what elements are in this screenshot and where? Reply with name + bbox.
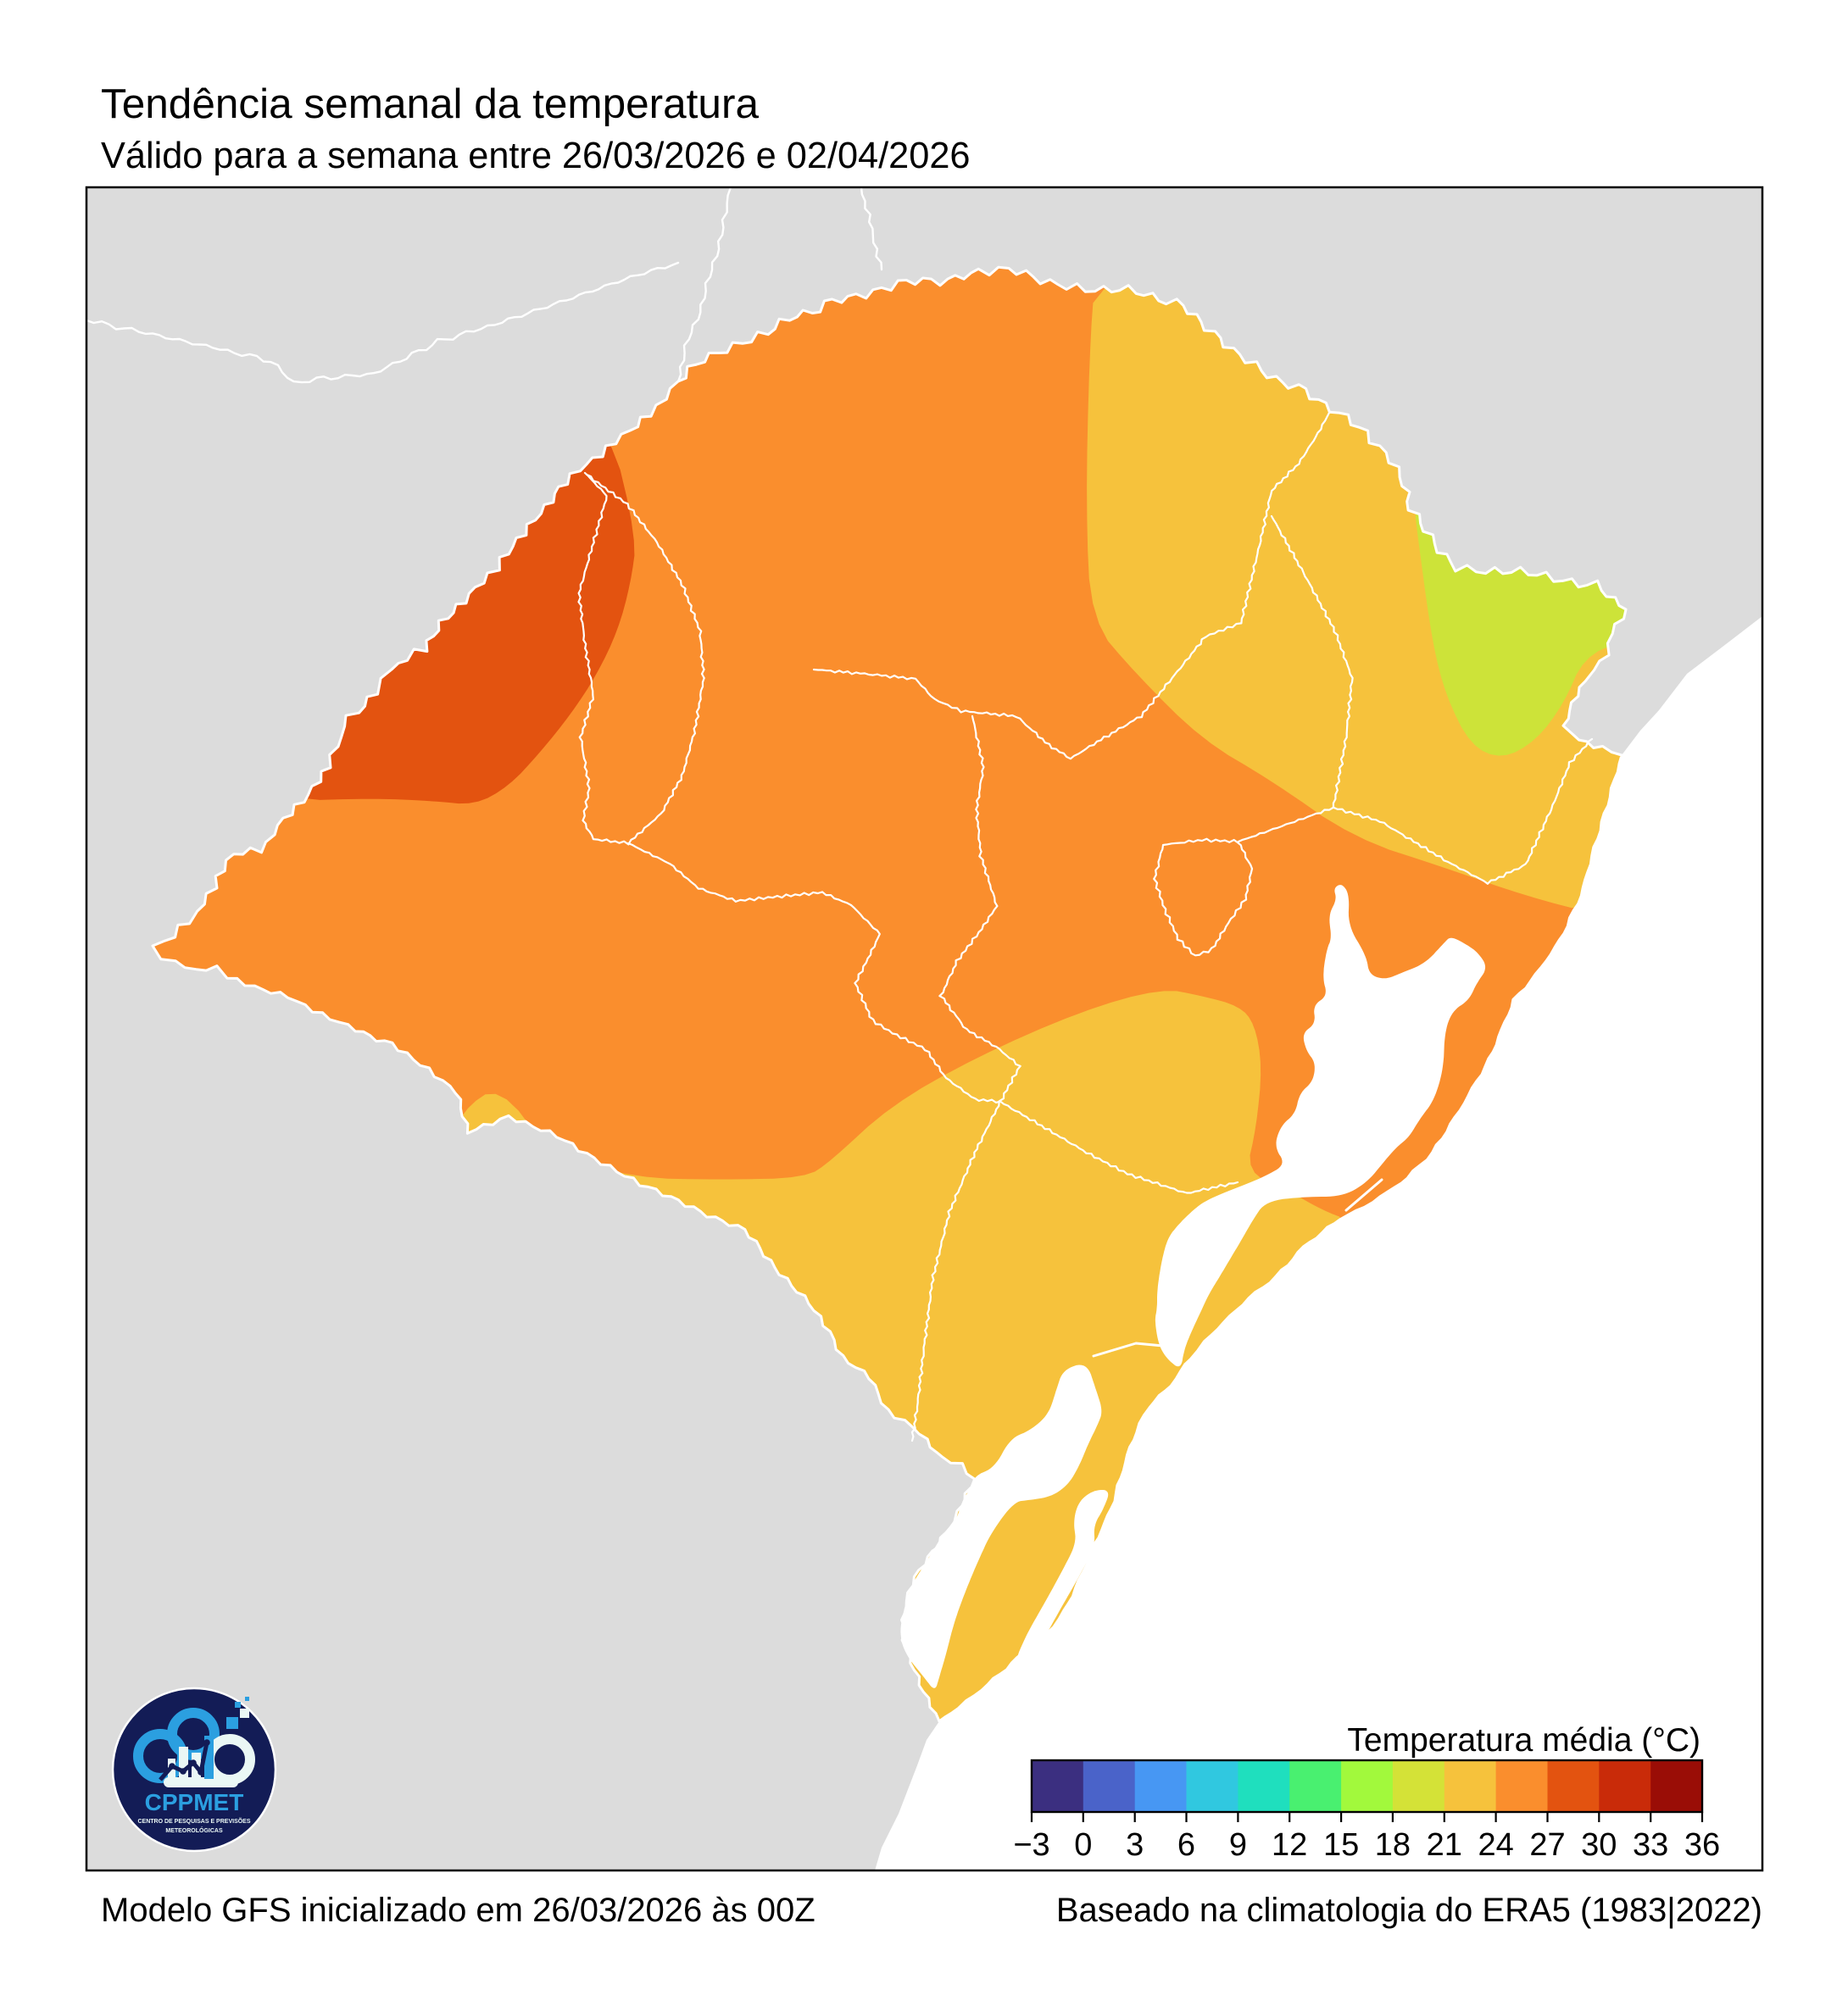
svg-text:33: 33	[1633, 1827, 1668, 1863]
svg-text:12: 12	[1272, 1827, 1307, 1863]
svg-text:3: 3	[1126, 1827, 1144, 1863]
svg-text:21: 21	[1427, 1827, 1462, 1863]
svg-text:CENTRO DE PESQUISAS E PREVISÕE: CENTRO DE PESQUISAS E PREVISÕES	[137, 1817, 250, 1825]
svg-text:CPPMET: CPPMET	[145, 1789, 244, 1815]
svg-text:Tendência semanal da temperatu: Tendência semanal da temperatura	[101, 81, 759, 127]
svg-text:−3: −3	[1013, 1827, 1049, 1863]
svg-text:Temperatura média (°C): Temperatura média (°C)	[1347, 1722, 1700, 1759]
svg-text:0: 0	[1074, 1827, 1092, 1863]
svg-text:9: 9	[1229, 1827, 1247, 1863]
svg-text:6: 6	[1177, 1827, 1195, 1863]
svg-text:24: 24	[1478, 1827, 1513, 1863]
svg-text:27: 27	[1529, 1827, 1565, 1863]
svg-text:18: 18	[1375, 1827, 1411, 1863]
svg-text:Válido para a semana entre 26/: Válido para a semana entre 26/03/2026 e …	[101, 136, 971, 176]
svg-text:Baseado na climatologia do ERA: Baseado na climatologia do ERA5 (1983|20…	[1056, 1892, 1762, 1929]
svg-text:30: 30	[1581, 1827, 1617, 1863]
svg-text:36: 36	[1684, 1827, 1720, 1863]
svg-text:15: 15	[1323, 1827, 1359, 1863]
svg-text:Modelo GFS inicializado em 26/: Modelo GFS inicializado em 26/03/2026 às…	[101, 1892, 815, 1929]
svg-text:METEOROLÓGICAS: METEOROLÓGICAS	[165, 1826, 223, 1834]
